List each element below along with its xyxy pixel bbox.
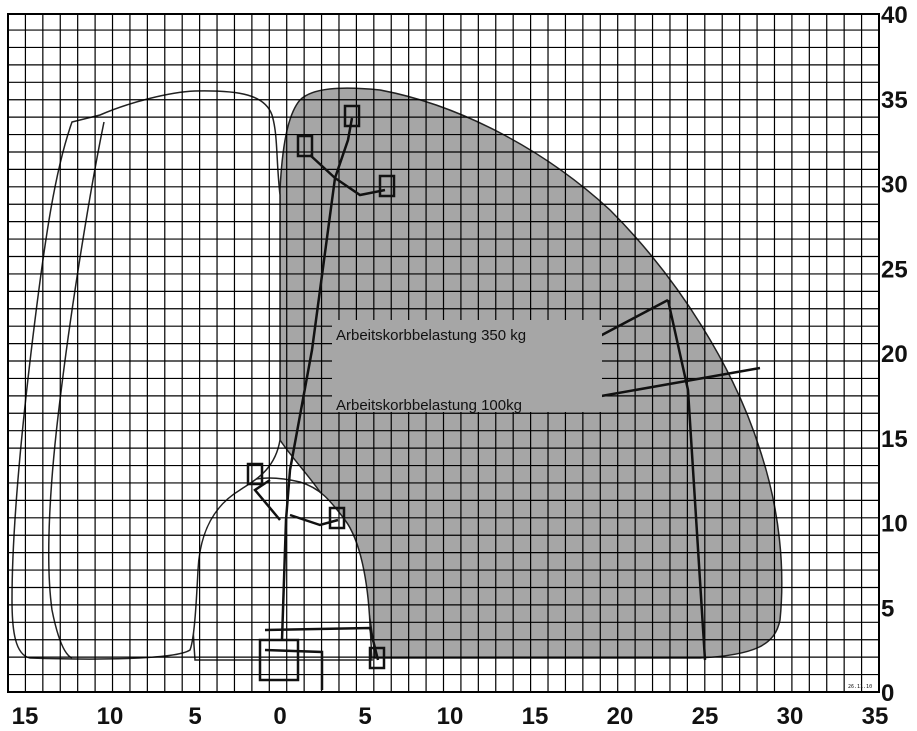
basket-icon [343,104,361,128]
revision-stamp: 26.11.10 [848,684,872,690]
annotation-load-350: Arbeitskorbbelastung 350 kg [336,327,526,344]
y-tick-label: 40 [881,2,908,29]
x-tick-label: 10 [437,703,464,730]
x-tick-label: 0 [273,703,286,730]
x-tick-label: 30 [777,703,804,730]
y-tick-label: 5 [881,595,894,622]
x-axis-tick-labels: 15 10 5 0 5 10 15 20 25 30 35 [12,703,889,730]
vehicle-silhouette [11,90,281,660]
label-leader-350 [599,298,669,338]
x-tick-label: 5 [358,703,371,730]
x-tick-label: 15 [522,703,549,730]
boom-line-upper-b [309,154,336,179]
label-leader-100 [589,366,761,400]
basket-icon [246,462,264,486]
y-tick-label: 15 [881,426,908,453]
y-tick-label: 25 [881,256,908,283]
annotation-box [332,320,602,412]
annotation-load-100: Arbeitskorbbelastung 100kg [336,397,522,414]
y-tick-label: 0 [881,680,894,707]
boom-line-upper-c [334,176,386,197]
y-tick-label: 20 [881,341,908,368]
basket-icon [328,506,346,530]
inner-range-line [666,299,707,661]
basket-icon [296,134,314,158]
y-tick-label: 35 [881,87,908,114]
basket-icon [378,174,396,198]
y-tick-label: 30 [881,172,908,199]
boom-line-low [253,478,281,521]
plot-frame [7,13,880,693]
x-tick-label: 5 [188,703,201,730]
boom-line-main [280,177,337,641]
vehicle-base-icon [258,638,300,682]
platform-baskets [246,104,396,682]
y-tick-label: 10 [881,511,908,538]
x-tick-label: 25 [692,703,719,730]
basket-icon [368,646,386,670]
x-tick-label: 10 [97,703,124,730]
boom-positions [253,117,761,690]
boom-line-mid [289,513,339,527]
boom-line-base [264,626,380,661]
x-tick-label: 15 [12,703,39,730]
outrigger-line [264,648,324,690]
x-tick-label: 20 [607,703,634,730]
y-axis-tick-labels: 0 5 10 15 20 25 30 35 40 [881,2,908,707]
x-tick-label: 35 [862,703,889,730]
